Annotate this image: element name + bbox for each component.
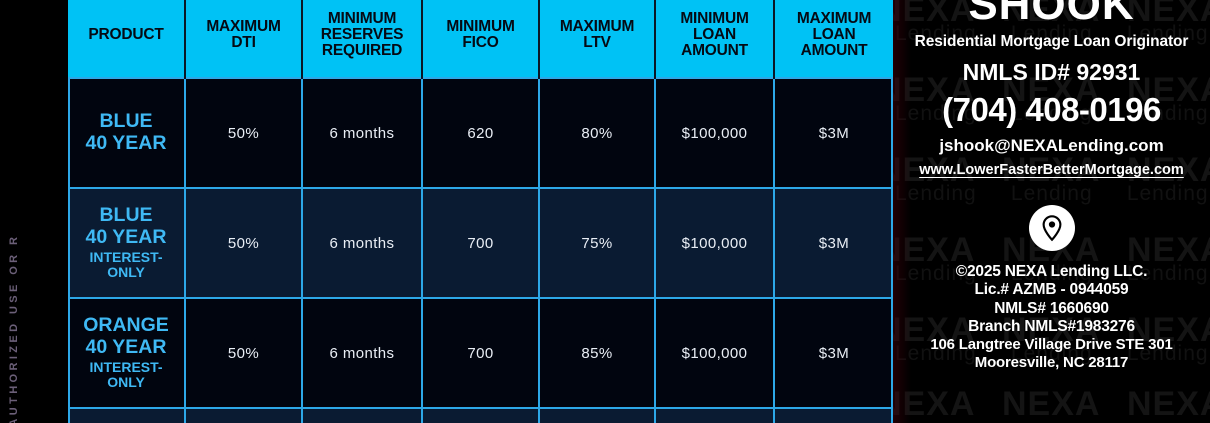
cell-min-loan-amount: $100,000 — [655, 78, 775, 188]
table-row: ORANGE 40 YEAR INTEREST-ONLY 50% 6 month… — [68, 298, 893, 408]
watermark-row: NEXANEXANEXA — [893, 385, 1210, 423]
column-header-maximum-ltv: MAXIMUM LTV — [539, 0, 656, 78]
cell-max-ltv — [539, 408, 656, 423]
table-row: BLUE 40 YEAR INTEREST-ONLY 50% 6 months … — [68, 188, 893, 298]
cell-min-fico: 700 — [422, 298, 540, 408]
cell-min-loan-amount: $100,000 — [655, 298, 775, 408]
legal-line: ©2025 NEXA Lending LLC. — [955, 263, 1148, 280]
cell-max-ltv: 75% — [539, 188, 656, 298]
legal-line: Lic.# AZMB - 0944059 — [974, 281, 1129, 299]
email-address[interactable]: jshook@NEXALending.com — [939, 136, 1164, 155]
website-link[interactable]: www.LowerFasterBetterMortgage.com — [919, 162, 1184, 178]
cell-product: BLUE 40 YEAR INTEREST-ONLY — [68, 188, 186, 298]
table-header-row: PRODUCT MAXIMUM DTI MINIMUM RESERVES REQ… — [68, 0, 893, 78]
cell-min-fico — [422, 408, 540, 423]
cell-max-ltv: 80% — [539, 78, 656, 188]
table-left-border — [68, 78, 70, 423]
cell-min-reserves: 6 months — [302, 188, 423, 298]
contact-content: SHOOK Residential Mortgage Loan Originat… — [893, 0, 1210, 372]
cell-max-dti — [185, 408, 303, 423]
cell-max-loan-amount: $3M — [774, 298, 893, 408]
cell-max-loan-amount: $3M — [774, 78, 893, 188]
cell-min-loan-amount: $100,000 — [655, 188, 775, 298]
legal-line: 106 Langtree Village Drive STE 301 — [930, 336, 1173, 354]
column-header-minimum-reserves-required: MINIMUM RESERVES REQUIRED — [302, 0, 423, 78]
cell-max-loan-amount — [774, 408, 893, 423]
cell-min-fico: 620 — [422, 78, 540, 188]
vertical-copyright-text: GHTS RESERVED. UNAUTHORIZED USE OR R — [8, 233, 20, 423]
column-header-minimum-loan-amount: MINIMUM LOAN AMOUNT — [655, 0, 775, 78]
table-row: BLUE 40 YEAR 50% 6 months 620 80% $100,0… — [68, 78, 893, 188]
loan-officer-nmls-id: NMLS ID# 92931 — [962, 59, 1141, 85]
contact-panel: NEXANEXANEXALending Lending Lending NEXA… — [893, 0, 1210, 423]
cell-min-loan-amount — [655, 408, 775, 423]
loan-officer-name: SHOOK — [968, 0, 1135, 29]
legal-line: Branch NMLS#1983276 — [968, 317, 1135, 335]
cell-max-dti: 50% — [185, 298, 303, 408]
legal-line: Mooresville, NC 28117 — [974, 353, 1129, 371]
location-pin-wrap — [893, 205, 1210, 251]
cell-max-dti: 50% — [185, 188, 303, 298]
cell-product: BLUE 40 YEAR — [68, 78, 186, 188]
table-right-border — [891, 78, 893, 423]
legal-line: NMLS# 1660690 — [994, 299, 1109, 317]
column-header-product: PRODUCT — [68, 0, 186, 78]
cell-max-loan-amount: $3M — [774, 188, 893, 298]
cell-min-reserves — [302, 408, 423, 423]
column-header-maximum-dti: MAXIMUM DTI — [185, 0, 303, 78]
table-row-partial — [68, 408, 893, 423]
loan-matrix-table: PRODUCT MAXIMUM DTI MINIMUM RESERVES REQ… — [68, 0, 893, 423]
legal-block: ©2025 NEXA Lending LLC. Lic.# AZMB - 094… — [893, 263, 1210, 372]
cell-max-dti: 50% — [185, 78, 303, 188]
cell-min-fico: 700 — [422, 188, 540, 298]
loan-matrix-table-container: PRODUCT MAXIMUM DTI MINIMUM RESERVES REQ… — [68, 0, 893, 423]
vertical-copyright-strip: GHTS RESERVED. UNAUTHORIZED USE OR R — [0, 0, 28, 423]
column-header-minimum-fico: MINIMUM FICO — [422, 0, 540, 78]
cell-product: ORANGE 40 YEAR INTEREST-ONLY — [68, 298, 186, 408]
loan-officer-role: Residential Mortgage Loan Originator — [914, 33, 1189, 50]
cell-min-reserves: 6 months — [302, 78, 423, 188]
cell-product — [68, 408, 186, 423]
column-header-maximum-loan-amount: MAXIMUM LOAN AMOUNT — [774, 0, 893, 78]
location-pin-icon — [1028, 205, 1075, 251]
cell-min-reserves: 6 months — [302, 298, 423, 408]
cell-max-ltv: 85% — [539, 298, 656, 408]
phone-number[interactable]: (704) 408-0196 — [942, 91, 1161, 128]
